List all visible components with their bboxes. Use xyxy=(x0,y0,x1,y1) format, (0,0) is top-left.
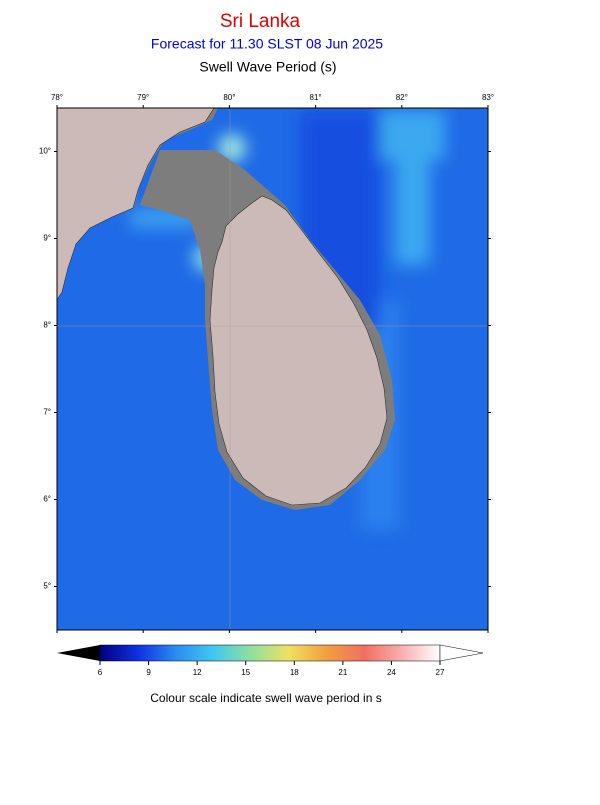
x-tick-label: 78° xyxy=(51,93,63,102)
y-tick-label: 5° xyxy=(43,582,51,591)
x-tick-label: 81° xyxy=(310,93,322,102)
india xyxy=(57,108,215,301)
colorbar-under xyxy=(57,645,100,661)
y-tick-label: 10° xyxy=(39,147,51,156)
colorbar-tick-label: 21 xyxy=(338,668,347,677)
x-tick-label: 82° xyxy=(396,93,408,102)
y-tick-label: 9° xyxy=(43,234,51,243)
colorbar-caption: Colour scale indicate swell wave period … xyxy=(150,691,381,705)
colorbar-tick-label: 18 xyxy=(290,668,299,677)
colorbar-tick-label: 24 xyxy=(387,668,396,677)
map-frame xyxy=(56,107,489,631)
colorbar-tick-label: 15 xyxy=(241,668,250,677)
colorbar-over xyxy=(439,644,484,662)
subtitle: Forecast for 11.30 SLST 08 Jun 2025 xyxy=(151,36,383,52)
colorbar xyxy=(99,644,441,662)
x-tick-label: 83° xyxy=(482,93,494,102)
colorbar-tick-label: 9 xyxy=(146,668,151,677)
title: Sri Lanka xyxy=(220,11,301,32)
sri-lanka xyxy=(209,195,388,506)
colorbar-tick-label: 6 xyxy=(98,668,103,677)
y-tick-label: 7° xyxy=(43,408,51,417)
map xyxy=(57,108,488,630)
y-tick-label: 6° xyxy=(43,495,51,504)
x-tick-label: 79° xyxy=(137,93,149,102)
colorbar-tick-label: 27 xyxy=(436,668,445,677)
colorbar-tick-label: 12 xyxy=(193,668,202,677)
variable: Swell Wave Period (s) xyxy=(199,59,336,75)
y-tick-label: 8° xyxy=(43,321,51,330)
x-tick-label: 80° xyxy=(223,93,235,102)
